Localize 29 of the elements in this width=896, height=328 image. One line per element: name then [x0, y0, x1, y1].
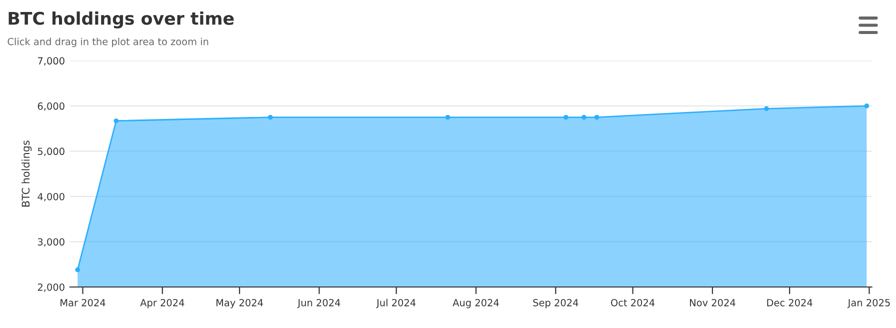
y-axis-title: BTC holdings [22, 140, 32, 207]
x-tick-label: Sep 2024 [533, 298, 578, 308]
point [268, 114, 273, 120]
point [582, 114, 586, 120]
point [75, 267, 80, 272]
x-tick-label: Nov 2024 [690, 298, 736, 306]
y-tick-label: 7,000 [38, 57, 64, 66]
x-tick-label: Dec 2024 [767, 298, 812, 306]
point [445, 114, 450, 120]
x-tick-label: Apr 2024 [140, 298, 184, 308]
point [864, 104, 870, 108]
x-tick-label: Oct 2024 [611, 298, 655, 306]
point [564, 114, 568, 120]
y-tick-label: 5,000 [38, 148, 64, 156]
x-tick-label: Mar 2024 [60, 298, 106, 306]
point [594, 114, 600, 120]
y-tick-label: 4,000 [38, 192, 64, 202]
y-tick-label: 6,000 [38, 102, 64, 111]
x-tick-label: Jul 2024 [376, 298, 416, 308]
y-tick-label: 3,000 [38, 238, 64, 247]
point [114, 118, 119, 124]
x-tick-label: Aug 2024 [452, 298, 499, 308]
point [764, 106, 769, 112]
x-tick-label: May 2024 [216, 298, 263, 308]
chart-title: BTC holdings over time [8, 11, 234, 28]
y-tick-label: 2,000 [38, 283, 64, 292]
x-tick-label: Jun 2024 [297, 298, 340, 308]
chart-subtitle: Click and drag in the plot area to zoom in [8, 38, 208, 48]
x-tick-label: Jan 2025 [847, 298, 890, 308]
